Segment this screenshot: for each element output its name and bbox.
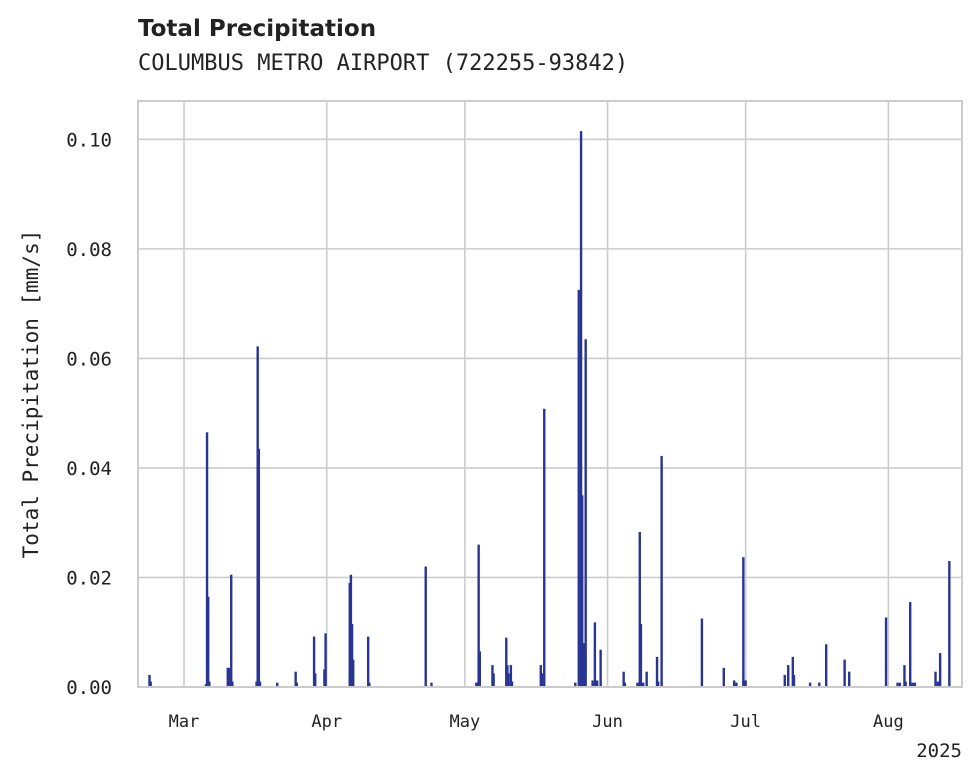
precip-bar [207, 596, 210, 687]
precip-bar [208, 681, 211, 687]
precip-bar [577, 289, 580, 687]
precip-bar [904, 681, 907, 687]
precip-bar [744, 680, 747, 687]
x-tick-label: Mar [169, 712, 200, 732]
precip-bar [148, 674, 151, 687]
precip-bar [909, 602, 912, 687]
precip-bar [595, 680, 599, 687]
precip-bar [430, 682, 433, 687]
precip-bar [324, 633, 327, 687]
precip-bar [584, 339, 587, 687]
precip-bar [732, 680, 736, 687]
precip-bar [510, 681, 514, 687]
precip-bar [792, 674, 796, 687]
precip-bar [350, 624, 354, 687]
precip-bar [593, 622, 597, 687]
y-tick-label: 0.04 [66, 458, 112, 480]
precip-bar [638, 532, 641, 687]
plot-frame [137, 100, 963, 688]
precip-bar [424, 566, 427, 687]
precip-bar [227, 667, 231, 687]
precip-bar [231, 681, 234, 687]
precip-bar [492, 673, 495, 687]
precip-bar [591, 680, 594, 687]
tick-layer: 0.00 0.02 0.04 0.06 0.08 0.10 Mar Apr May Jun Jul A… [66, 129, 903, 732]
precip-bar [276, 682, 279, 687]
precip-bar [257, 448, 261, 687]
y-axis-label: Total Precipitation [mm/s] [19, 230, 43, 559]
precip-bar [936, 681, 940, 687]
precip-bar [295, 682, 299, 687]
chart-title: Total Precipitation [138, 16, 377, 42]
precip-bar [938, 653, 942, 687]
precip-bar [581, 495, 584, 687]
precip-bar [843, 659, 846, 687]
precip-bar [783, 674, 786, 687]
precip-bar [314, 673, 317, 687]
precip-bar [582, 643, 585, 687]
x-axis-offset-label: 2025 [916, 740, 962, 762]
precip-bar [507, 673, 510, 687]
precip-bar [934, 671, 937, 687]
y-tick-label: 0.00 [66, 677, 112, 699]
precip-bar [574, 682, 577, 687]
x-tick-label: Jun [592, 712, 623, 732]
precip-bar [848, 671, 851, 687]
x-tick-label: Jul [730, 712, 761, 732]
precip-bar [903, 665, 906, 687]
precip-bar [352, 659, 355, 687]
precip-bar [623, 682, 626, 687]
precip-bar [791, 656, 795, 687]
precip-bar [642, 682, 645, 687]
precip-bar [700, 618, 704, 687]
y-tick-label: 0.02 [66, 567, 112, 589]
precip-bar [735, 682, 738, 687]
precip-bar [579, 131, 583, 687]
bars-layer [148, 131, 951, 687]
precip-bar [825, 644, 828, 687]
precip-bar [818, 682, 821, 687]
precip-bar [294, 671, 297, 687]
precip-bar [540, 673, 544, 687]
y-tick-label: 0.06 [66, 348, 112, 370]
precip-bar [230, 574, 233, 687]
y-tick-label: 0.08 [66, 239, 112, 261]
precip-bar [913, 682, 917, 687]
x-tick-label: Apr [311, 712, 342, 732]
precip-bar [645, 671, 648, 687]
precip-bar [787, 665, 790, 687]
precip-bar [368, 682, 371, 687]
precip-bar [478, 651, 481, 687]
precip-bar [884, 617, 888, 687]
precip-bar [205, 432, 209, 687]
x-tick-label: Aug [873, 712, 904, 732]
precip-bar [660, 455, 663, 687]
precip-bar [948, 561, 951, 687]
x-tick-label: May [449, 712, 480, 732]
precip-bar [509, 665, 513, 687]
precip-bar [505, 637, 508, 687]
precip-bar [543, 408, 546, 687]
precip-bar [599, 649, 602, 687]
precip-bar [149, 681, 152, 687]
precip-bar [258, 681, 262, 687]
y-tick-label: 0.10 [66, 129, 112, 151]
precip-bar [639, 624, 643, 687]
grid-layer [138, 101, 962, 688]
precip-bar [636, 682, 639, 687]
precip-bar [655, 656, 659, 687]
precip-bar [911, 682, 914, 687]
precip-bar [742, 557, 745, 687]
precip-bar [622, 671, 625, 687]
precip-bar [722, 667, 725, 687]
precip-bar [656, 681, 660, 687]
precip-bar [808, 682, 812, 687]
precip-bar [366, 636, 370, 687]
precip-bar [477, 544, 480, 687]
chart-subtitle: COLUMBUS METRO AIRPORT (722255-93842) [138, 51, 629, 76]
precip-bar [898, 682, 902, 687]
precip-bar [896, 682, 899, 687]
precip-bar [312, 636, 316, 687]
